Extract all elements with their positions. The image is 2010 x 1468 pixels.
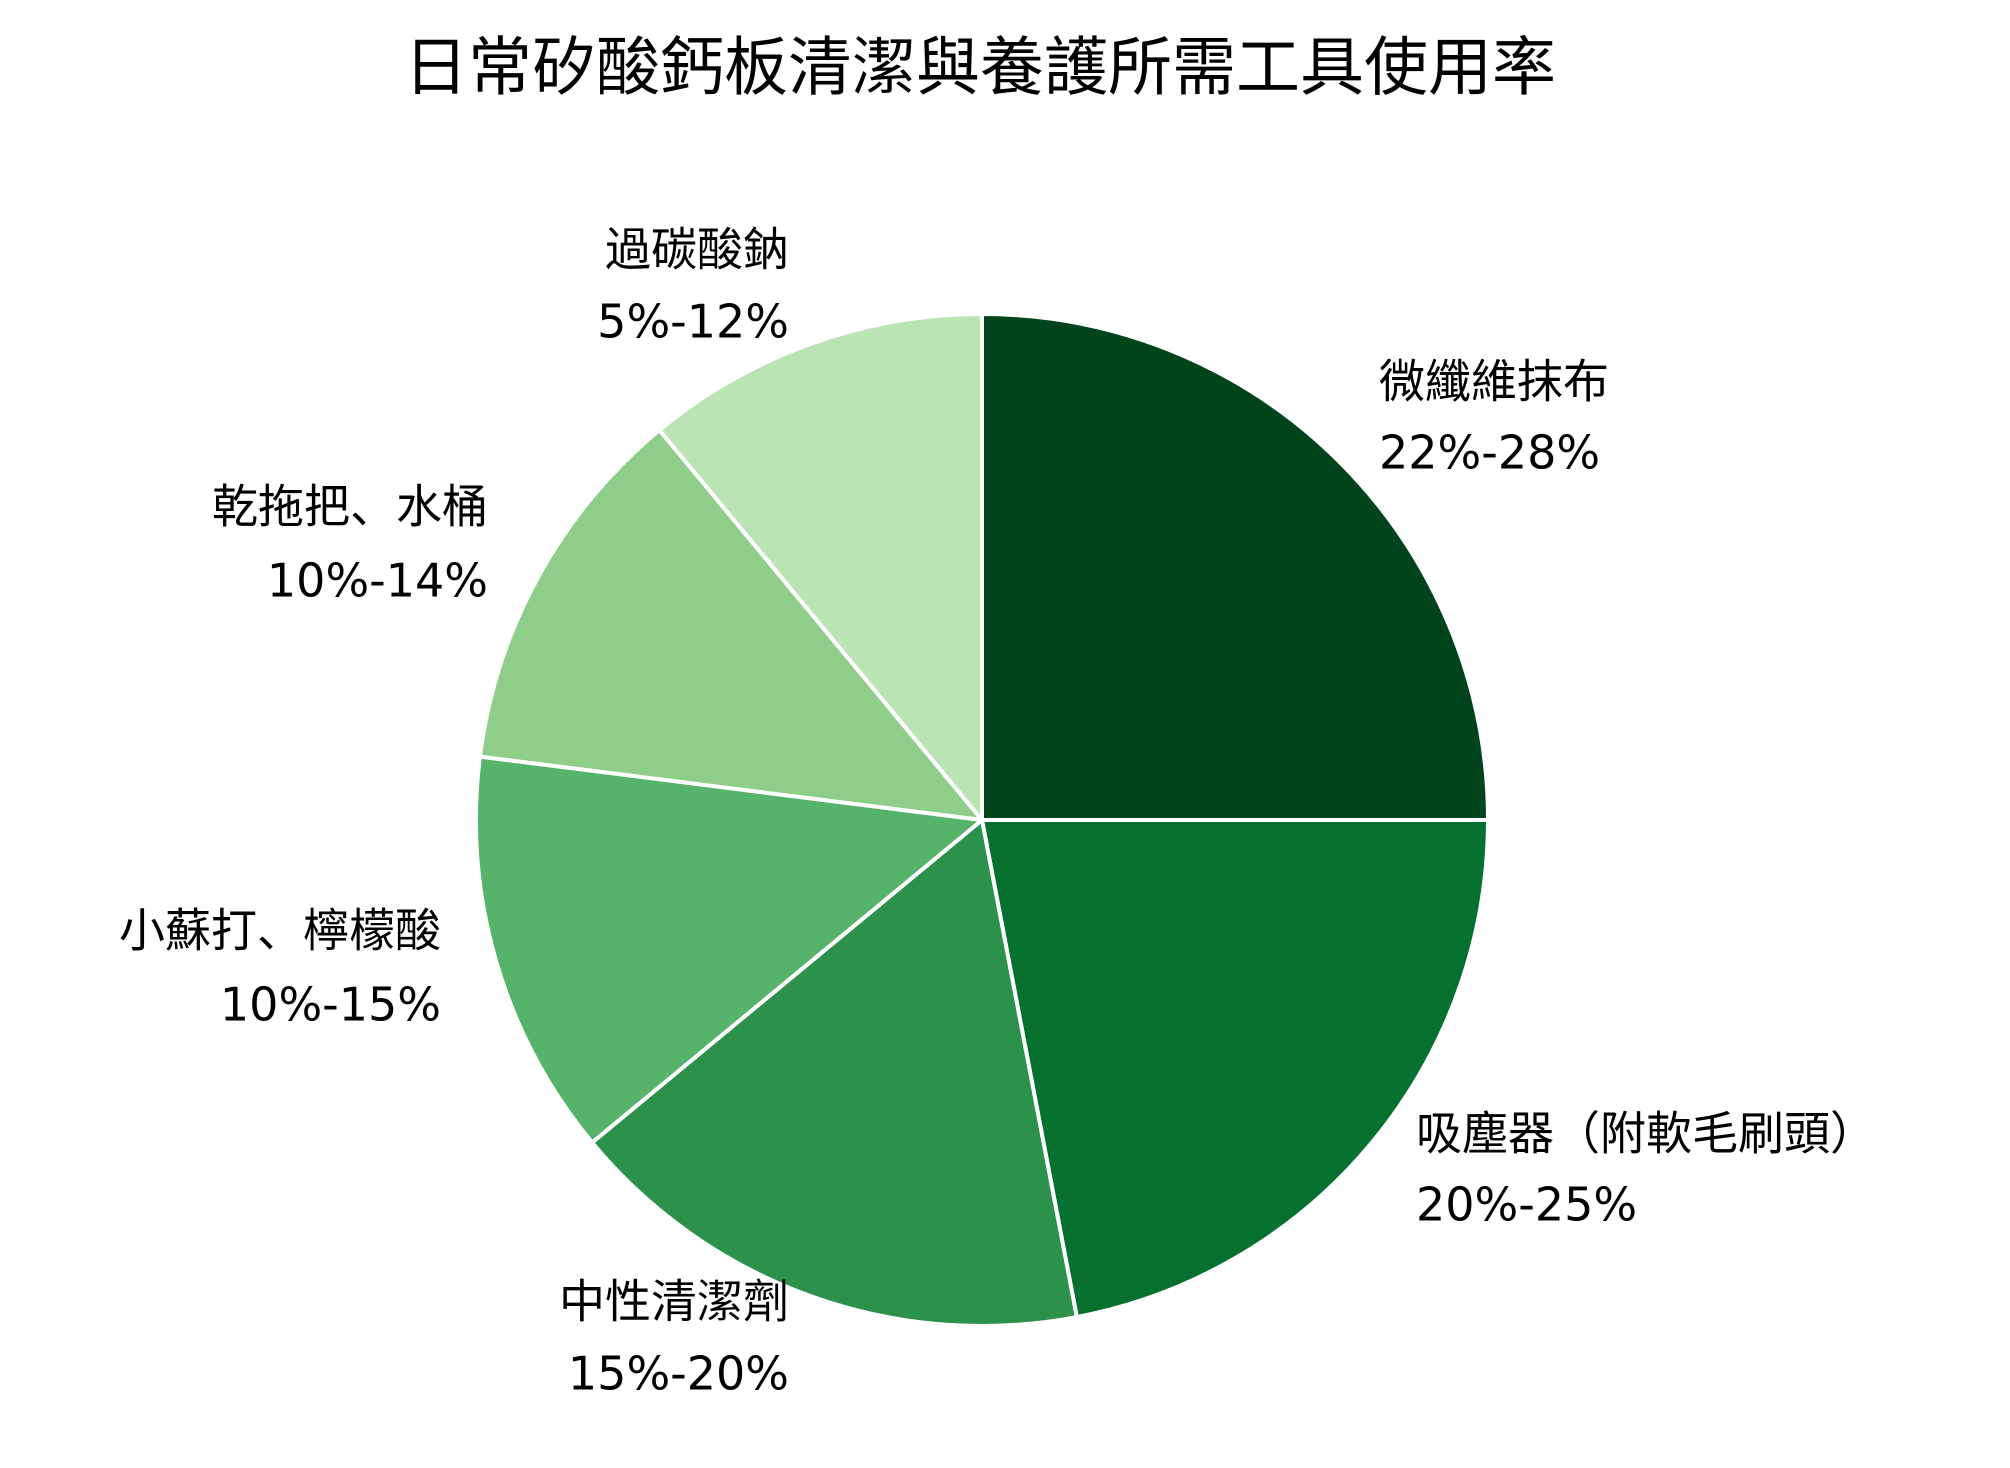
pie-slice bbox=[657, 312, 984, 822]
slice-range-label: 10%-14% bbox=[267, 554, 488, 608]
pie-slice bbox=[590, 818, 1079, 1328]
chart-title: 日常矽酸鈣板清潔與養護所需工具使用率 bbox=[404, 32, 1556, 106]
slice-label: 吸塵器（附軟毛刷頭） bbox=[1416, 1107, 1876, 1161]
slice-label: 乾拖把、水桶 bbox=[212, 480, 488, 534]
slice-label: 中性清潔劑 bbox=[559, 1275, 789, 1329]
pie-slice bbox=[474, 754, 984, 1145]
pie-slice bbox=[477, 428, 984, 822]
slice-range-label: 22%-28% bbox=[1379, 426, 1600, 480]
slice-range-label: 5%-12% bbox=[597, 295, 789, 349]
slice-range-label: 15%-20% bbox=[568, 1347, 789, 1401]
pie-slice bbox=[980, 818, 1490, 1320]
pie-slice bbox=[980, 312, 1490, 822]
slice-range-label: 10%-15% bbox=[220, 978, 441, 1032]
slice-label: 微纖維抹布 bbox=[1379, 355, 1609, 409]
slice-label: 過碳酸鈉 bbox=[605, 223, 789, 277]
slice-range-label: 20%-25% bbox=[1416, 1178, 1637, 1232]
slice-label: 小蘇打、檸檬酸 bbox=[119, 904, 441, 958]
